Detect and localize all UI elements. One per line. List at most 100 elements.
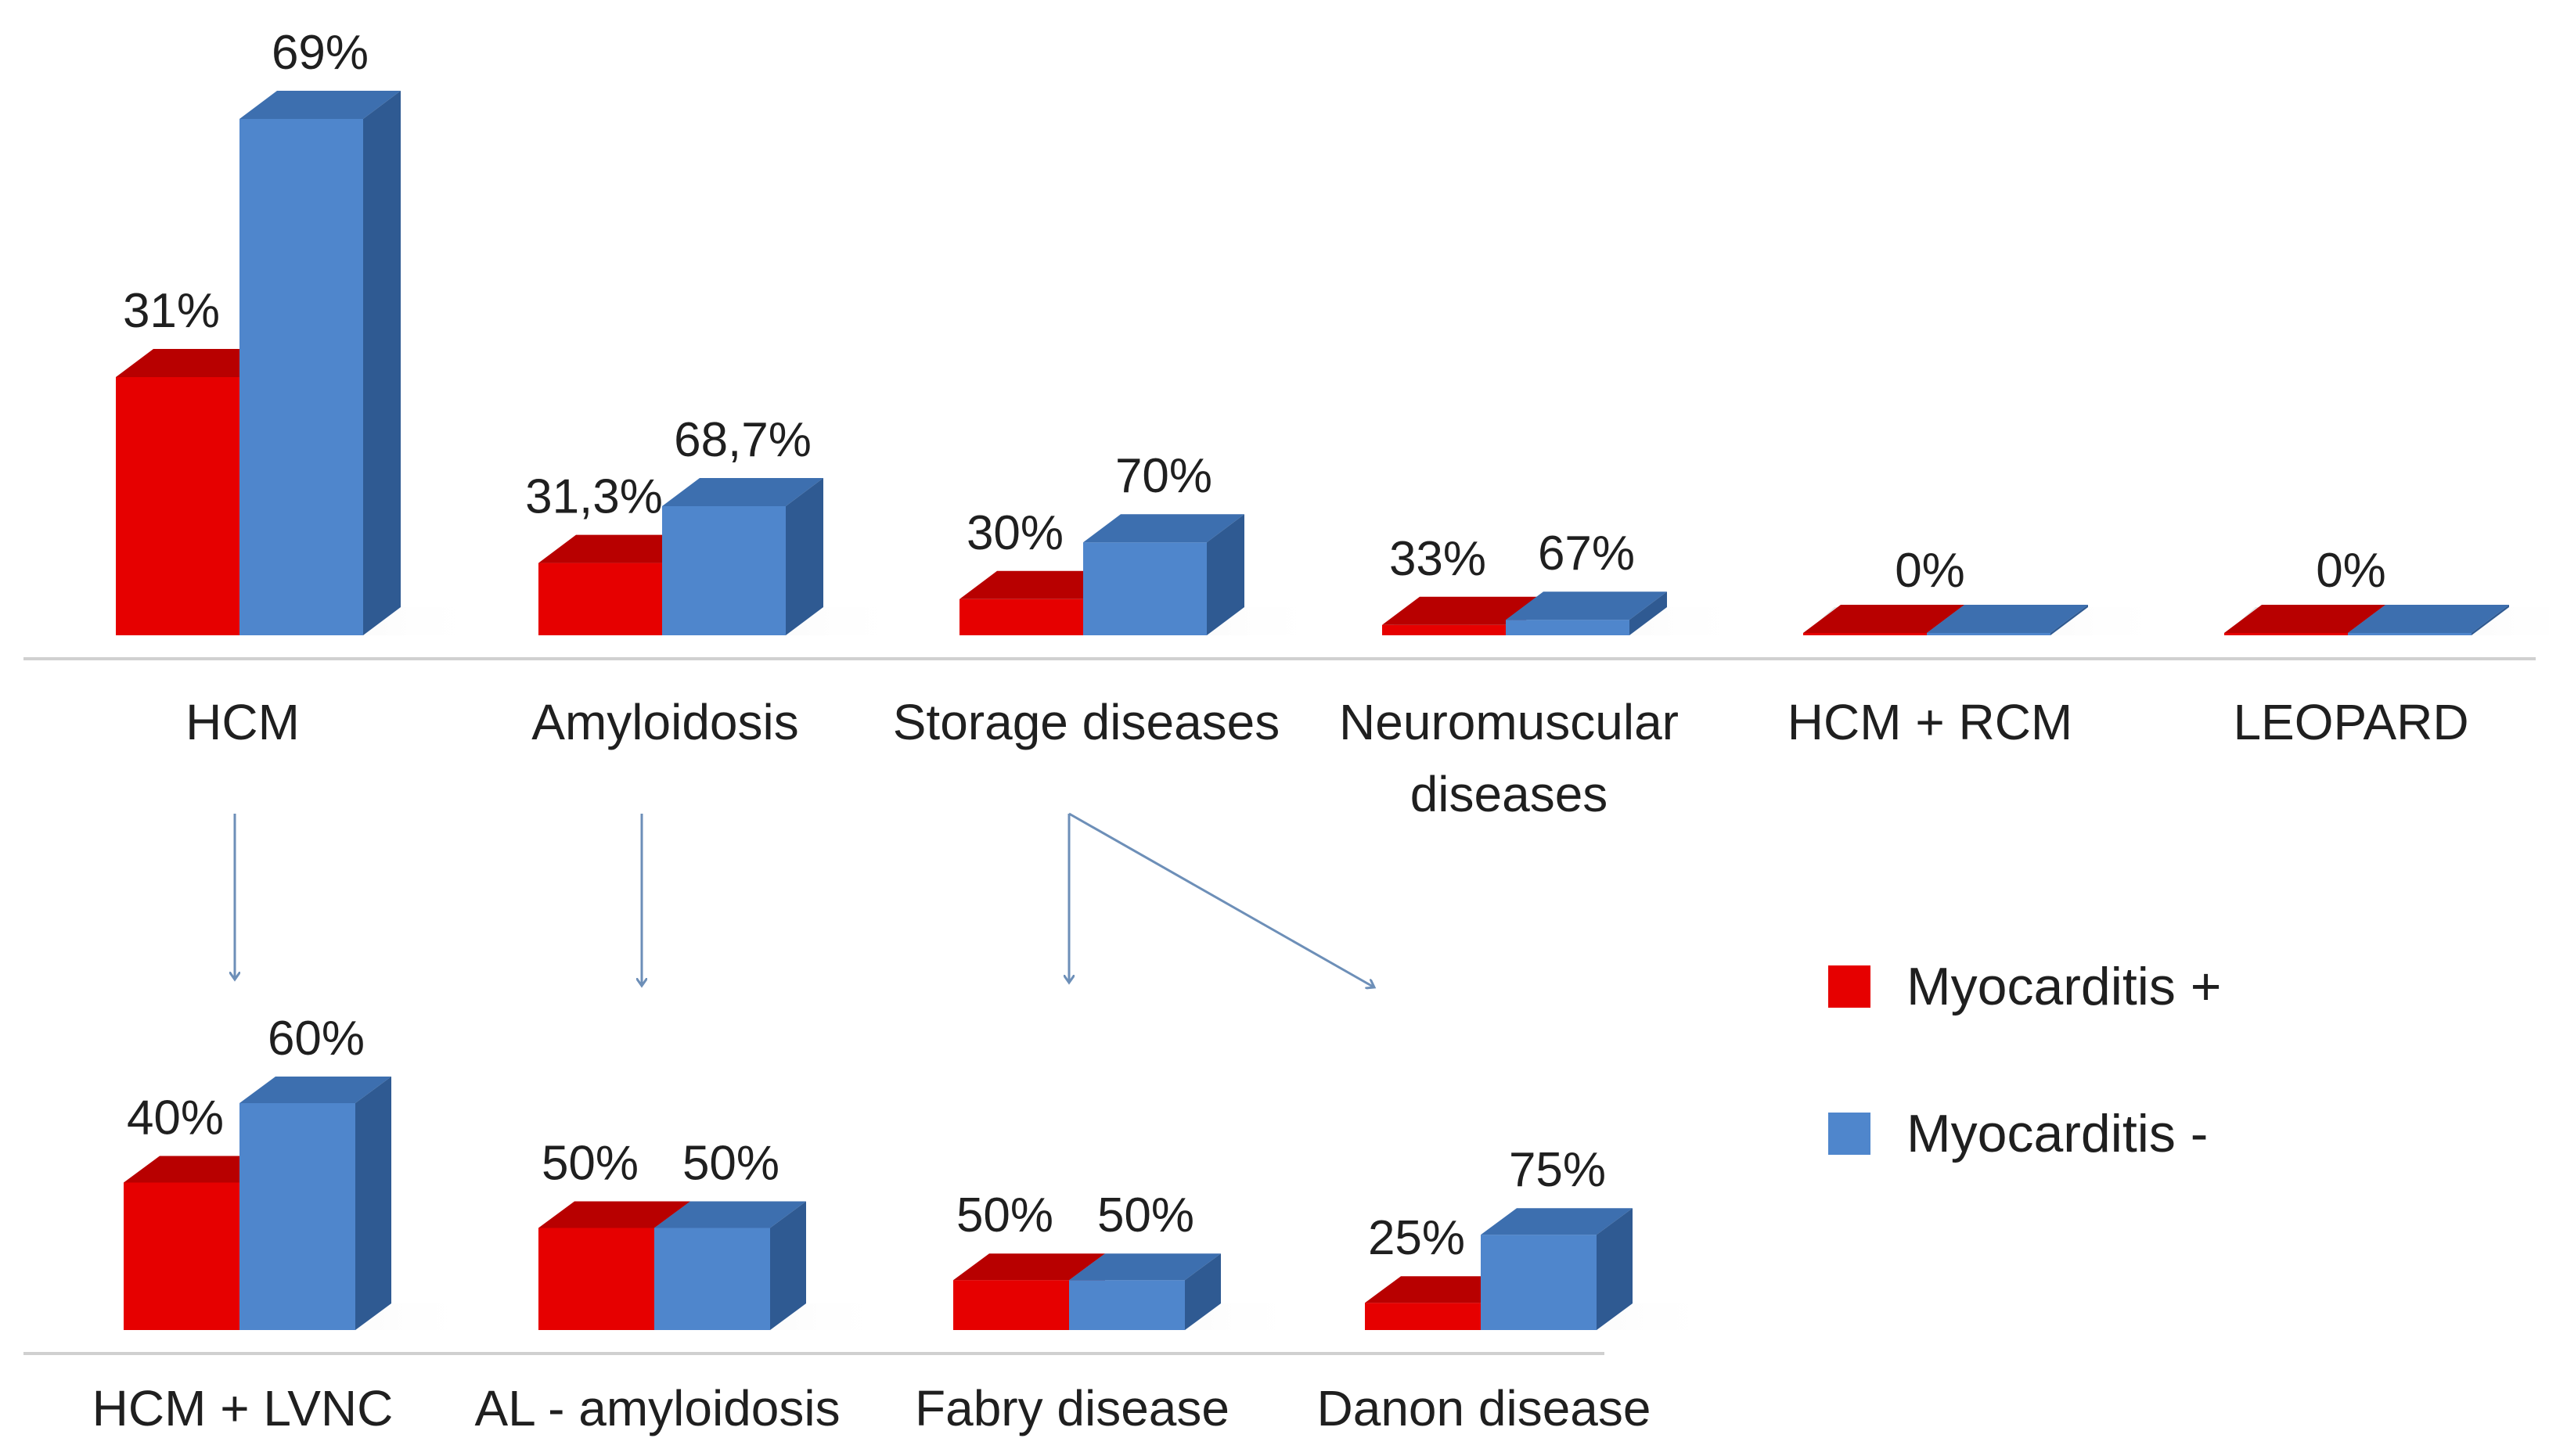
bar-myocarditis-neg-top-5 bbox=[2348, 605, 2509, 635]
arrow-layer bbox=[235, 812, 1374, 987]
legend: Myocarditis + Myocarditis - bbox=[1828, 957, 2221, 1163]
bar-myocarditis-neg-bottom-3-front bbox=[1481, 1235, 1597, 1330]
bar-myocarditis-neg-bottom-2-front bbox=[1069, 1280, 1185, 1330]
bar-myocarditis-pos-top-4-front bbox=[1803, 633, 1927, 635]
bar-myocarditis-neg-bottom-3-top bbox=[1481, 1208, 1633, 1235]
legend-item-0: Myocarditis + bbox=[1828, 957, 2221, 1016]
bar-myocarditis-neg-top-0-front bbox=[239, 119, 363, 635]
bar-myocarditis-pos-top-0-top bbox=[116, 349, 277, 377]
bar-myocarditis-neg-top-4-side bbox=[2050, 605, 2088, 635]
bar-myocarditis-pos-top-1-front bbox=[538, 563, 662, 635]
bar-myocarditis-pos-top-5-top bbox=[2224, 605, 2385, 633]
bar-myocarditis-pos-top-2-top bbox=[959, 570, 1121, 599]
legend-swatch bbox=[1828, 1113, 1870, 1155]
category-label: Danon disease bbox=[1317, 1380, 1651, 1436]
category-label: Fabry disease bbox=[915, 1380, 1229, 1436]
value-label: 31% bbox=[123, 284, 220, 338]
value-label: 31,3% bbox=[525, 470, 663, 524]
bar-myocarditis-pos-top-4-top bbox=[1803, 605, 1964, 633]
bar-myocarditis-pos-bottom-3-top bbox=[1365, 1276, 1517, 1303]
value-label: 0% bbox=[1895, 544, 1965, 598]
bar-myocarditis-neg-bottom-2-side bbox=[1185, 1253, 1221, 1330]
bar-myocarditis-neg-top-5-front bbox=[2348, 633, 2472, 635]
axis-layer: HCM Amyloidosis Storage diseases Neuromuscu… bbox=[23, 657, 2536, 1436]
bar-myocarditis-neg-bottom-0-side bbox=[355, 1077, 391, 1330]
bar-myocarditis-neg-top-3-top bbox=[1506, 591, 1667, 620]
category-label: Storage diseases bbox=[893, 694, 1280, 750]
category-label: HCM + LVNC bbox=[92, 1380, 394, 1436]
legend-swatch bbox=[1828, 965, 1870, 1008]
category-label: diseases bbox=[1410, 766, 1608, 822]
category-label: HCM + RCM bbox=[1788, 694, 2072, 750]
value-label: 25% bbox=[1368, 1211, 1465, 1265]
category-label: LEOPARD bbox=[2233, 694, 2468, 750]
bar-myocarditis-neg-bottom-2 bbox=[1069, 1253, 1221, 1330]
bar-myocarditis-neg-bottom-1 bbox=[654, 1201, 806, 1330]
bar-myocarditis-neg-top-3-side bbox=[1629, 591, 1667, 635]
category-label: Neuromuscular bbox=[1339, 694, 1679, 750]
bar-myocarditis-pos-bottom-1-front bbox=[538, 1228, 654, 1330]
bar-myocarditis-neg-bottom-0-front bbox=[239, 1103, 355, 1330]
value-label: 33% bbox=[1389, 532, 1486, 586]
bar-myocarditis-neg-top-4-front bbox=[1927, 633, 2050, 635]
value-label: 50% bbox=[682, 1137, 779, 1191]
value-label: 68,7% bbox=[674, 413, 812, 467]
arrow-3 bbox=[1068, 812, 1374, 987]
legend-label: Myocarditis + bbox=[1906, 957, 2221, 1016]
value-label: 69% bbox=[272, 26, 369, 80]
bar-myocarditis-neg-top-1 bbox=[662, 478, 823, 635]
bar-myocarditis-neg-bottom-2-top bbox=[1069, 1253, 1221, 1281]
bar-myocarditis-neg-bottom-3-side bbox=[1597, 1208, 1633, 1330]
bar-myocarditis-neg-top-1-top bbox=[662, 478, 823, 506]
bar-myocarditis-neg-top-3-front bbox=[1506, 620, 1629, 635]
legend-item-1: Myocarditis - bbox=[1828, 1104, 2208, 1163]
bar-myocarditis-pos-bottom-0-top bbox=[124, 1156, 275, 1183]
bar-myocarditis-neg-bottom-1-front bbox=[654, 1228, 770, 1330]
category-label: HCM bbox=[185, 694, 300, 750]
bar-myocarditis-neg-top-1-front bbox=[662, 506, 786, 635]
bar-myocarditis-pos-bottom-2 bbox=[953, 1253, 1105, 1330]
bar-layer bbox=[116, 91, 2509, 1330]
value-label: 60% bbox=[268, 1012, 365, 1066]
value-label-layer: 31% 69% 31,3%68,7% 30% 70% 33% 67% 0% 0% 40% 60% 50… bbox=[123, 26, 2386, 1265]
bar-myocarditis-pos-bottom-3-front bbox=[1365, 1303, 1481, 1330]
legend-label: Myocarditis - bbox=[1906, 1104, 2208, 1163]
bar-myocarditis-neg-top-2-top bbox=[1083, 514, 1244, 543]
bar-myocarditis-pos-bottom-2-front bbox=[953, 1280, 1069, 1330]
value-label: 50% bbox=[1097, 1188, 1194, 1242]
bar-myocarditis-neg-top-0 bbox=[239, 91, 401, 635]
bar-myocarditis-pos-top-0-front bbox=[116, 377, 239, 635]
bar-myocarditis-neg-top-0-top bbox=[239, 91, 401, 119]
bar-myocarditis-neg-bottom-0-top bbox=[239, 1077, 391, 1103]
value-label: 30% bbox=[967, 506, 1064, 560]
bar-myocarditis-neg-bottom-3 bbox=[1481, 1208, 1633, 1330]
value-label: 70% bbox=[1115, 449, 1212, 503]
bar-myocarditis-pos-bottom-2-top bbox=[953, 1253, 1105, 1281]
bar-myocarditis-neg-bottom-1-top bbox=[654, 1201, 806, 1228]
bar-myocarditis-neg-top-5-top bbox=[2348, 605, 2509, 633]
bar-myocarditis-pos-top-2-front bbox=[959, 599, 1083, 635]
bar-myocarditis-pos-bottom-1-top bbox=[538, 1201, 690, 1228]
bar-myocarditis-neg-top-2-side bbox=[1207, 514, 1244, 635]
bar-myocarditis-neg-bottom-1-side bbox=[770, 1201, 806, 1330]
value-label: 50% bbox=[956, 1188, 1053, 1242]
bar-myocarditis-neg-top-2-front bbox=[1083, 542, 1207, 635]
bar-myocarditis-pos-bottom-0-front bbox=[124, 1182, 239, 1330]
bar-myocarditis-neg-top-1-side bbox=[786, 478, 823, 635]
value-label: 0% bbox=[2316, 544, 2386, 598]
bar-myocarditis-pos-top-1-top bbox=[538, 534, 700, 563]
bar-myocarditis-neg-top-4 bbox=[1927, 605, 2088, 635]
bar-myocarditis-pos-top-3-top bbox=[1382, 596, 1543, 625]
bar-myocarditis-pos-top-3-front bbox=[1382, 624, 1506, 635]
bar-myocarditis-pos-top-5-front bbox=[2224, 633, 2348, 635]
bar-myocarditis-neg-top-4-top bbox=[1927, 605, 2088, 633]
category-label: AL - amyloidosis bbox=[474, 1380, 840, 1436]
value-label: 75% bbox=[1509, 1143, 1606, 1197]
category-label: Amyloidosis bbox=[531, 694, 798, 750]
bar-myocarditis-neg-top-0-side bbox=[363, 91, 401, 635]
value-label: 40% bbox=[127, 1091, 224, 1145]
value-label: 50% bbox=[542, 1137, 639, 1191]
bar-myocarditis-neg-top-5-side bbox=[2472, 605, 2509, 635]
